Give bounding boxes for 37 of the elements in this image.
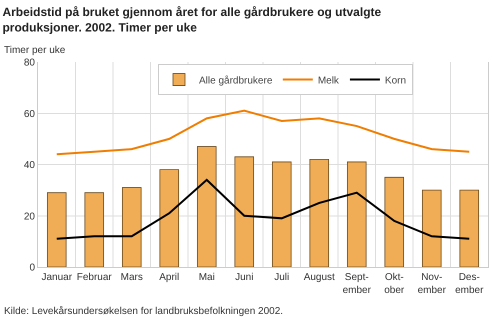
bar [234, 156, 254, 267]
x-tick-label: Juli [274, 272, 290, 283]
legend-label: Alle gårdbrukere [199, 74, 273, 86]
x-tick-label: Mai [198, 272, 215, 283]
x-tick-label: April [159, 272, 180, 283]
line-series [56, 178, 470, 240]
x-tick-label: Januar [41, 272, 73, 283]
x-tick-label: Okt- ober [384, 272, 405, 296]
x-tick-label: August [304, 272, 336, 283]
legend-label: Melk [318, 75, 340, 86]
bar [159, 169, 180, 267]
x-tick-label: Mars [120, 272, 143, 283]
y-tick-label: 0 [29, 262, 36, 274]
bar [196, 146, 217, 267]
bar [309, 158, 330, 267]
x-tick-label: Juni [235, 272, 254, 283]
y-tick-label: 60 [24, 108, 36, 120]
y-tick-label: 80 [24, 58, 36, 68]
bar [122, 187, 142, 267]
line-series [56, 110, 470, 156]
bar [84, 192, 104, 267]
y-tick-label: 20 [24, 211, 36, 222]
x-tick-label: Nov- ember [418, 272, 447, 296]
x-tick-label: Februar [76, 272, 112, 283]
bar [422, 190, 442, 267]
y-tick-label: 40 [24, 160, 36, 171]
legend-label: Korn [384, 75, 406, 86]
x-tick-label: Sept- ember [342, 272, 372, 296]
x-tick-label: Des- ember [455, 272, 484, 296]
text: Kilde: Levekårsundersøkelsen for landbruksbefolkningen 2002. [4, 305, 284, 317]
bar [46, 192, 67, 267]
bar [346, 162, 367, 267]
bar [459, 190, 480, 267]
bar [272, 162, 292, 267]
chart-title: Arbeidstid på bruket gjennom året for alle gårdbrukere og utvalgte produksjoner. 2002. Timer per uke [2, 5, 382, 35]
y-axis-title: Timer per uke [4, 45, 66, 56]
bar [384, 176, 404, 267]
